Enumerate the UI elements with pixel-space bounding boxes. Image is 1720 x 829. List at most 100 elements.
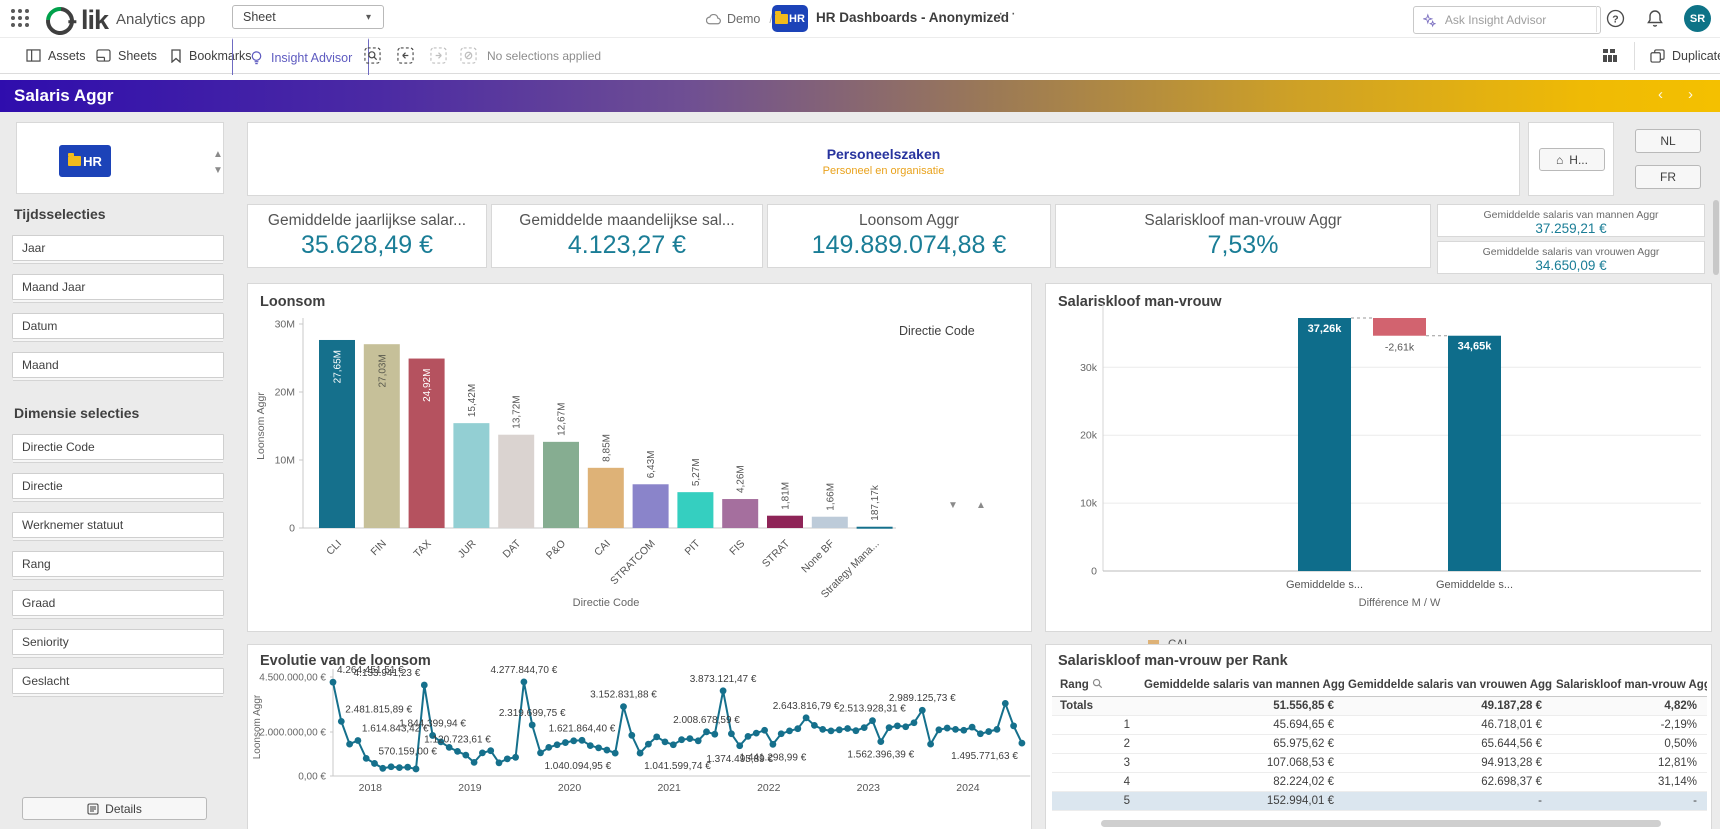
app-launcher-icon[interactable]	[10, 8, 30, 28]
data-point[interactable]	[678, 736, 685, 743]
data-point[interactable]	[753, 730, 760, 737]
data-point[interactable]	[521, 678, 528, 685]
data-point[interactable]	[778, 730, 785, 737]
data-point[interactable]	[554, 741, 561, 748]
clear-selections-icon[interactable]	[460, 38, 477, 73]
duplicate-button[interactable]: Duplicate	[1650, 38, 1720, 73]
kpi-card[interactable]: Gemiddelde jaarlijkse salar...35.628,49 …	[247, 204, 487, 268]
table-cell[interactable]: 1	[1052, 716, 1140, 735]
filter-listbox-jaar[interactable]: Jaar	[12, 235, 224, 261]
data-point[interactable]	[396, 764, 403, 771]
data-point[interactable]	[844, 725, 851, 732]
salariskloof-waterfall-chart[interactable]: Salariskloof man-vrouw 010k20k30k37,26k-…	[1045, 283, 1712, 632]
lang-nl-button[interactable]: NL	[1635, 129, 1701, 153]
table-cell[interactable]: 2	[1052, 735, 1140, 754]
data-point[interactable]	[653, 733, 660, 740]
data-point[interactable]	[828, 728, 835, 735]
data-point[interactable]	[1019, 740, 1026, 747]
filter-listbox-maand-jaar[interactable]: Maand Jaar	[12, 274, 224, 300]
data-point[interactable]	[512, 754, 519, 761]
data-point[interactable]	[803, 714, 810, 721]
data-point[interactable]	[421, 682, 428, 689]
data-point[interactable]	[902, 723, 909, 730]
table-cell[interactable]: Totals	[1052, 697, 1140, 716]
search-selections-icon[interactable]	[364, 38, 381, 73]
data-point[interactable]	[620, 703, 627, 710]
table-cell[interactable]: 62.698,37 €	[1344, 773, 1552, 792]
table-row[interactable]: Totals51.556,85 €49.187,28 €4,82%	[1052, 697, 1707, 716]
assets-button[interactable]: Assets	[26, 38, 86, 73]
more-menu-icon[interactable]: ···	[998, 5, 1017, 23]
search-input[interactable]	[1443, 12, 1591, 28]
data-point[interactable]	[994, 726, 1001, 733]
table-cell[interactable]: 3	[1052, 754, 1140, 773]
space-breadcrumb[interactable]: Demo/	[706, 12, 776, 26]
avatar[interactable]: SR	[1684, 5, 1711, 32]
loonsom-bar-chart[interactable]: Loonsom 010M20M30MLoonsom Aggr27,65MCLI2…	[247, 283, 1032, 632]
data-point[interactable]	[886, 724, 893, 731]
data-point[interactable]	[711, 731, 718, 738]
data-point[interactable]	[720, 687, 727, 694]
waterfall-bar-difference[interactable]	[1373, 318, 1426, 336]
table-row[interactable]: 3107.068,53 €94.913,28 €12,81%	[1052, 754, 1707, 773]
bar-Strategy Mana...[interactable]	[857, 527, 893, 529]
table-row[interactable]: 265.975,62 €65.644,56 €0,50%	[1052, 735, 1707, 754]
data-point[interactable]	[487, 747, 494, 754]
filter-listbox-directie-code[interactable]: Directie Code	[12, 434, 224, 460]
data-point[interactable]	[479, 750, 486, 757]
data-point[interactable]	[936, 726, 943, 733]
data-point[interactable]	[388, 763, 395, 770]
table-row[interactable]: 145.694,65 €46.718,01 €-2,19%	[1052, 716, 1707, 735]
help-icon[interactable]: ?	[1606, 9, 1625, 28]
bar-JUR[interactable]	[453, 423, 489, 528]
table-cell[interactable]: 12,81%	[1552, 754, 1707, 773]
column-header[interactable]: Rang	[1052, 675, 1140, 697]
table-row[interactable]: 5152.994,01 €--	[1052, 792, 1707, 811]
table-cell[interactable]: 5	[1052, 792, 1140, 811]
evolutie-line-chart[interactable]: Evolutie van de loonsom 0,00 €2.000.000,…	[247, 644, 1032, 829]
data-point[interactable]	[911, 719, 918, 726]
filter-listbox-seniority[interactable]: Seniority	[12, 629, 224, 655]
legend-scroll-down-icon[interactable]: ▼	[948, 500, 958, 511]
legend-scroll-up-icon[interactable]: ▲	[976, 500, 986, 511]
waterfall-bar-women[interactable]	[1448, 336, 1501, 571]
table-cell[interactable]: 49.187,28 €	[1344, 697, 1552, 716]
data-point[interactable]	[379, 765, 386, 772]
data-point[interactable]	[1002, 700, 1009, 707]
data-point[interactable]	[570, 737, 577, 744]
data-point[interactable]	[853, 727, 860, 734]
kpi-card[interactable]: Loonsom Aggr149.889.074,88 €	[767, 204, 1051, 268]
column-header[interactable]: Salariskloof man-vrouw Aggr	[1552, 675, 1707, 697]
horizontal-scrollbar[interactable]	[1101, 820, 1661, 827]
waterfall-bar-men[interactable]	[1298, 318, 1351, 571]
table-cell[interactable]: 65.975,62 €	[1140, 735, 1344, 754]
data-point[interactable]	[819, 726, 826, 733]
data-point[interactable]	[612, 750, 619, 757]
data-point[interactable]	[977, 730, 984, 737]
data-point[interactable]	[703, 728, 710, 735]
data-point[interactable]	[1010, 722, 1017, 729]
filter-listbox-maand[interactable]: Maand	[12, 352, 224, 378]
table-cell[interactable]: 4,82%	[1552, 697, 1707, 716]
filter-listbox-geslacht[interactable]: Geslacht	[12, 668, 224, 694]
data-point[interactable]	[628, 732, 635, 739]
data-point[interactable]	[504, 755, 511, 762]
column-header[interactable]: Gemiddelde salaris van vrouwen Aggr	[1344, 675, 1552, 697]
data-point[interactable]	[355, 737, 362, 744]
table-cell[interactable]: 45.694,65 €	[1140, 716, 1344, 735]
bar-FIS[interactable]	[722, 499, 758, 528]
data-point[interactable]	[670, 741, 677, 748]
table-cell[interactable]: 82.224,02 €	[1140, 773, 1344, 792]
filter-listbox-graad[interactable]: Graad	[12, 590, 224, 616]
kpi-card[interactable]: Salariskloof man-vrouw Aggr7,53%	[1055, 204, 1431, 268]
bar-STRAT[interactable]	[767, 516, 803, 528]
table-header-row[interactable]: Rang Gemiddelde salaris van mannen AggrG…	[1052, 675, 1707, 697]
insight-advisor-search[interactable]	[1413, 6, 1601, 34]
table-cell[interactable]: 4	[1052, 773, 1140, 792]
table-cell[interactable]: 51.556,85 €	[1140, 697, 1344, 716]
rank-table[interactable]: Rang Gemiddelde salaris van mannen AggrG…	[1052, 675, 1707, 811]
data-point[interactable]	[662, 739, 669, 746]
data-point[interactable]	[894, 722, 901, 729]
data-point[interactable]	[861, 724, 868, 731]
data-point[interactable]	[952, 726, 959, 733]
